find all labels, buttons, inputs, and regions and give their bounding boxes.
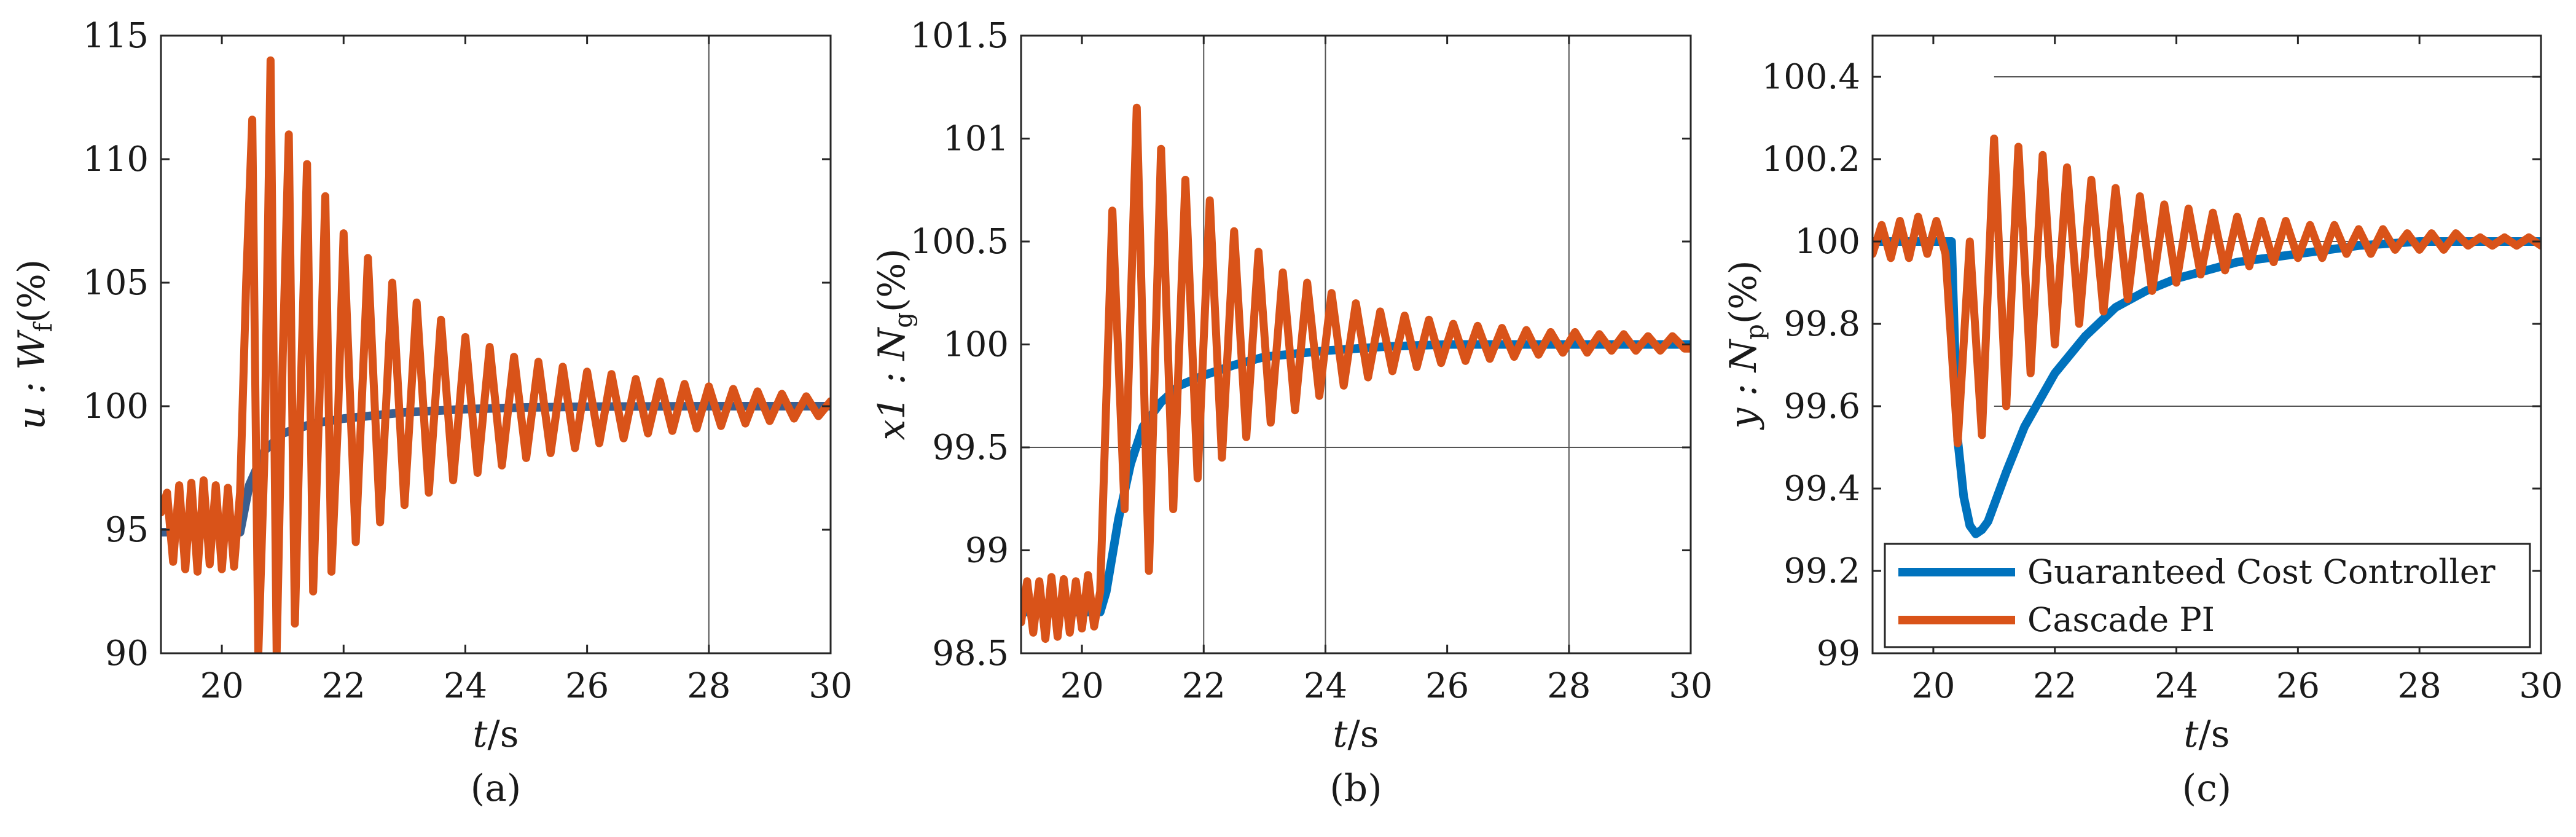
y-tick-label: 100 (83, 387, 149, 426)
y-tick-label: 99 (965, 531, 1009, 571)
x-tick-label: 20 (200, 666, 243, 706)
panel-c: 20 22 24 26 28 30 99 99.2 99.4 99.6 99.8 100 100.2 10… (1722, 34, 2563, 810)
y-tick-label: 100.5 (910, 222, 1009, 262)
y-tick-label: 110 (83, 140, 149, 179)
x-tick-label: 30 (2519, 666, 2562, 706)
y-tick-label: 99.5 (932, 428, 1009, 468)
x-tick-label: 22 (322, 666, 366, 706)
series-group (1873, 135, 2541, 538)
x-tick-label: 26 (1425, 666, 1469, 706)
y-tick-label: 100.2 (1762, 140, 1860, 179)
y-axis-label: u : Wf(%) (10, 259, 58, 430)
x-tick-label: 26 (2276, 666, 2320, 706)
series-line-cascade-pi (161, 56, 831, 653)
x-axis-label: t/s (472, 713, 519, 756)
x-tick-label: 24 (2155, 666, 2198, 706)
y-tick-label: 100.4 (1762, 57, 1860, 97)
y-tick-label: 101 (943, 119, 1009, 159)
x-axis-label: t/s (1333, 713, 1379, 756)
panel-caption: (a) (471, 767, 522, 810)
x-tick-label: 22 (2033, 666, 2077, 706)
x-axis-label: t/s (2183, 713, 2230, 756)
panel-caption: (b) (1329, 767, 1382, 810)
panel-caption: (c) (2182, 767, 2231, 810)
x-tick-label: 28 (687, 666, 730, 706)
x-tick-label: 20 (1060, 666, 1103, 706)
series-group (1021, 103, 1691, 643)
y-tick-label: 100 (1795, 222, 1860, 262)
y-tick-label: 95 (105, 510, 149, 550)
axes-frame (160, 34, 832, 654)
y-tick-label: 98.5 (932, 634, 1009, 674)
x-tick-label: 30 (808, 666, 852, 706)
series-line-guaranteed-cost (161, 402, 831, 536)
x-tick-label: 28 (2398, 666, 2441, 706)
y-axis-label: x1 : Ng(%) (871, 248, 918, 440)
legend-box (1884, 543, 2531, 648)
series-line-cascade-pi (1021, 103, 1691, 643)
y-tick-label: 99.8 (1783, 304, 1860, 344)
y-tick-label: 115 (83, 16, 149, 56)
panel-a: 20 22 24 26 28 30 90 95 100 105 110 115 t/s (a) u : Wf… (10, 16, 853, 810)
y-tick-label: 99.2 (1783, 551, 1860, 591)
panel-b: 20 22 24 26 28 30 98.5 99 99.5 100 100.5 101 101.5 t/… (871, 16, 1713, 810)
x-tick-label: 26 (565, 666, 609, 706)
legend-label: Cascade PI (2027, 600, 2215, 639)
y-axis-label: y : Np(%) (1722, 260, 1769, 430)
y-tick-label: 105 (83, 263, 149, 303)
series-line-cascade-pi (1873, 135, 2541, 447)
x-tick-label: 24 (444, 666, 487, 706)
x-tick-label: 30 (1669, 666, 1712, 706)
series-group (161, 56, 831, 653)
x-tick-label: 22 (1182, 666, 1226, 706)
axes-frame (1871, 34, 2542, 654)
x-tick-label: 24 (1304, 666, 1347, 706)
x-tick-label: 28 (1547, 666, 1591, 706)
y-tick-label: 99 (1817, 634, 1860, 674)
x-tick-label: 20 (1911, 666, 1955, 706)
y-tick-label: 90 (105, 634, 149, 674)
legend-label: Guaranteed Cost Controller (2027, 552, 2496, 591)
y-tick-label: 101.5 (910, 16, 1009, 56)
y-tick-label: 100 (943, 325, 1009, 365)
y-tick-label: 99.6 (1783, 387, 1860, 426)
y-tick-label: 99.4 (1783, 469, 1860, 509)
